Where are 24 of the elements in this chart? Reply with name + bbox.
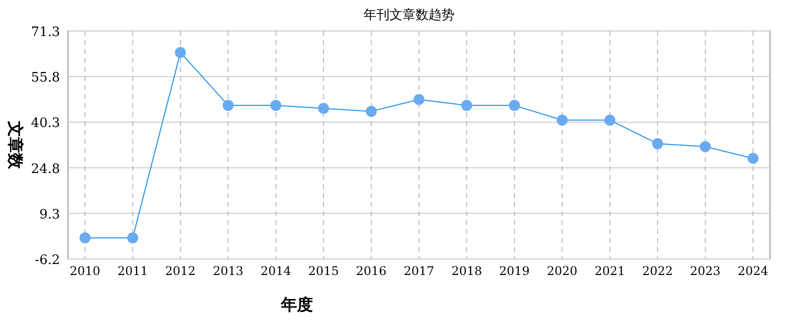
x-tick-label: 2016 — [356, 264, 387, 278]
x-tick-label: 2018 — [451, 264, 482, 278]
x-tick-label: 2021 — [594, 264, 626, 278]
y-tick-label: 71.3 — [31, 25, 60, 40]
x-tick-label: 2015 — [308, 264, 339, 278]
x-axis-title: 年度 — [280, 295, 313, 314]
x-tick-label: 2023 — [690, 264, 721, 278]
y-tick-label: -6.2 — [34, 253, 60, 268]
x-tick-label: 2011 — [117, 264, 148, 278]
y-tick-label: 55.8 — [31, 70, 60, 86]
y-axis-title: 文章数 — [6, 120, 25, 170]
x-tick-label: 2012 — [165, 264, 196, 278]
x-tick-label: 2022 — [642, 264, 673, 278]
x-tick-label: 2019 — [499, 264, 530, 278]
chart-title: 年刊文章数趋势 — [364, 8, 454, 23]
y-tick-label: 9.3 — [39, 207, 60, 222]
x-tick-label: 2024 — [738, 264, 769, 278]
x-tick-label: 2017 — [404, 264, 434, 278]
x-tick-label: 2013 — [212, 264, 244, 278]
y-tick-label: 40.3 — [31, 116, 60, 132]
y-tick-label: 24.8 — [31, 162, 60, 177]
x-tick-label: 2014 — [260, 264, 292, 278]
x-tick-label: 2010 — [70, 264, 100, 278]
x-tick-label: 2020 — [546, 264, 578, 278]
